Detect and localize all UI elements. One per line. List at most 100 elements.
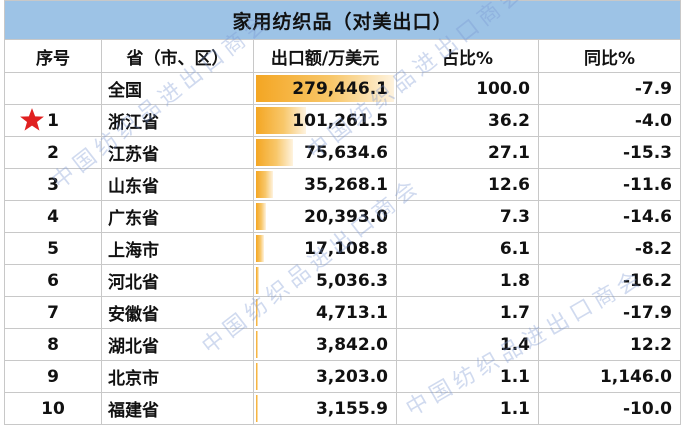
data-bar [256,299,259,326]
yoy-cell: 1,146.0 [538,360,681,393]
table-row: 全国 279,446.1 100.0 -7.9 [4,72,681,105]
rank-value: 9 [47,366,59,387]
table-row: 4 广东省 20,393.0 7.3 -14.6 [4,200,681,233]
table-row: 7 安徽省 4,713.1 1.7 -17.9 [4,296,681,329]
province-cell: 山东省 [101,168,254,201]
share-cell: 7.3 [396,200,539,233]
header-row: 序号 省（市、区） 出口额/万美元 占比% 同比% [4,39,681,73]
rank-value: 10 [41,398,65,419]
data-bar [256,363,258,390]
data-bar [256,139,294,166]
table-row: 6 河北省 5,036.3 1.8 -16.2 [4,264,681,297]
export-cell: 20,393.0 [253,200,397,233]
export-cell: 4,713.1 [253,296,397,329]
export-value: 4,713.1 [315,302,388,323]
province-cell: 湖北省 [101,328,254,361]
data-table-frame: 家用纺织品（对美出口） 序号 省（市、区） 出口额/万美元 占比% 同比% 全国… [4,0,681,444]
header-province: 省（市、区） [101,39,254,73]
share-cell: 1.1 [396,392,539,425]
table-row: 1 浙江省 101,261.5 36.2 -4.0 [4,104,681,137]
export-value: 279,446.1 [292,78,388,99]
rank-cell: 2 [4,136,102,169]
data-bar [256,267,259,294]
province-cell: 安徽省 [101,296,254,329]
export-value: 5,036.3 [315,270,388,291]
rank-value: 1 [47,110,59,131]
yoy-cell: -15.3 [538,136,681,169]
yoy-cell: -7.9 [538,72,681,105]
table-row: 5 上海市 17,108.8 6.1 -8.2 [4,232,681,265]
province-cell: 福建省 [101,392,254,425]
yoy-cell: -10.0 [538,392,681,425]
export-cell: 3,203.0 [253,360,397,393]
province-cell: 上海市 [101,232,254,265]
rank-value: 7 [47,302,59,323]
share-cell: 36.2 [396,104,539,137]
table-row: 2 江苏省 75,634.6 27.1 -15.3 [4,136,681,169]
rank-cell: 6 [4,264,102,297]
export-value: 3,155.9 [315,398,388,419]
rank-cell: 7 [4,296,102,329]
rank-value: 3 [47,174,59,195]
header-share: 占比% [396,39,539,73]
data-bar [256,395,258,422]
share-cell: 100.0 [396,72,539,105]
table-row: 9 北京市 3,203.0 1.1 1,146.0 [4,360,681,393]
export-value: 3,203.0 [315,366,388,387]
data-bar [256,107,306,134]
header-yoy: 同比% [538,39,681,73]
share-cell: 6.1 [396,232,539,265]
rank-cell: 8 [4,328,102,361]
rank-value: 2 [47,142,59,163]
export-cell: 17,108.8 [253,232,397,265]
province-cell: 北京市 [101,360,254,393]
yoy-cell: -11.6 [538,168,681,201]
yoy-cell: 12.2 [538,328,681,361]
share-cell: 1.4 [396,328,539,361]
rank-cell: 1 [4,104,102,137]
export-table: 家用纺织品（对美出口） 序号 省（市、区） 出口额/万美元 占比% 同比% 全国… [4,0,681,425]
export-cell: 3,842.0 [253,328,397,361]
share-cell: 1.7 [396,296,539,329]
export-cell: 35,268.1 [253,168,397,201]
export-value: 17,108.8 [304,238,388,259]
rank-cell [4,72,102,105]
export-cell: 279,446.1 [253,72,397,105]
yoy-cell: -8.2 [538,232,681,265]
header-export: 出口额/万美元 [253,39,397,73]
rank-value: 5 [47,238,59,259]
share-cell: 12.6 [396,168,539,201]
export-cell: 5,036.3 [253,264,397,297]
export-cell: 3,155.9 [253,392,397,425]
data-bar [256,203,267,230]
rank-cell: 9 [4,360,102,393]
rank-value: 6 [47,270,59,291]
table-row: 8 湖北省 3,842.0 1.4 12.2 [4,328,681,361]
yoy-cell: -16.2 [538,264,681,297]
yoy-cell: -4.0 [538,104,681,137]
province-cell: 浙江省 [101,104,254,137]
export-value: 101,261.5 [292,110,388,131]
export-cell: 75,634.6 [253,136,397,169]
data-bar [256,235,265,262]
province-cell: 江苏省 [101,136,254,169]
rank-value: 8 [47,334,59,355]
data-bar [256,331,258,358]
rank-cell: 10 [4,392,102,425]
header-rank: 序号 [4,39,102,73]
table-row: 10 福建省 3,155.9 1.1 -10.0 [4,392,681,425]
share-cell: 1.8 [396,264,539,297]
province-cell: 河北省 [101,264,254,297]
rank-cell: 5 [4,232,102,265]
share-cell: 1.1 [396,360,539,393]
yoy-cell: -17.9 [538,296,681,329]
export-cell: 101,261.5 [253,104,397,137]
rank-cell: 4 [4,200,102,233]
yoy-cell: -14.6 [538,200,681,233]
data-bar [256,75,394,102]
rank-value: 4 [47,206,59,227]
star-icon [20,108,44,131]
share-cell: 27.1 [396,136,539,169]
table-row: 3 山东省 35,268.1 12.6 -11.6 [4,168,681,201]
export-value: 3,842.0 [315,334,388,355]
